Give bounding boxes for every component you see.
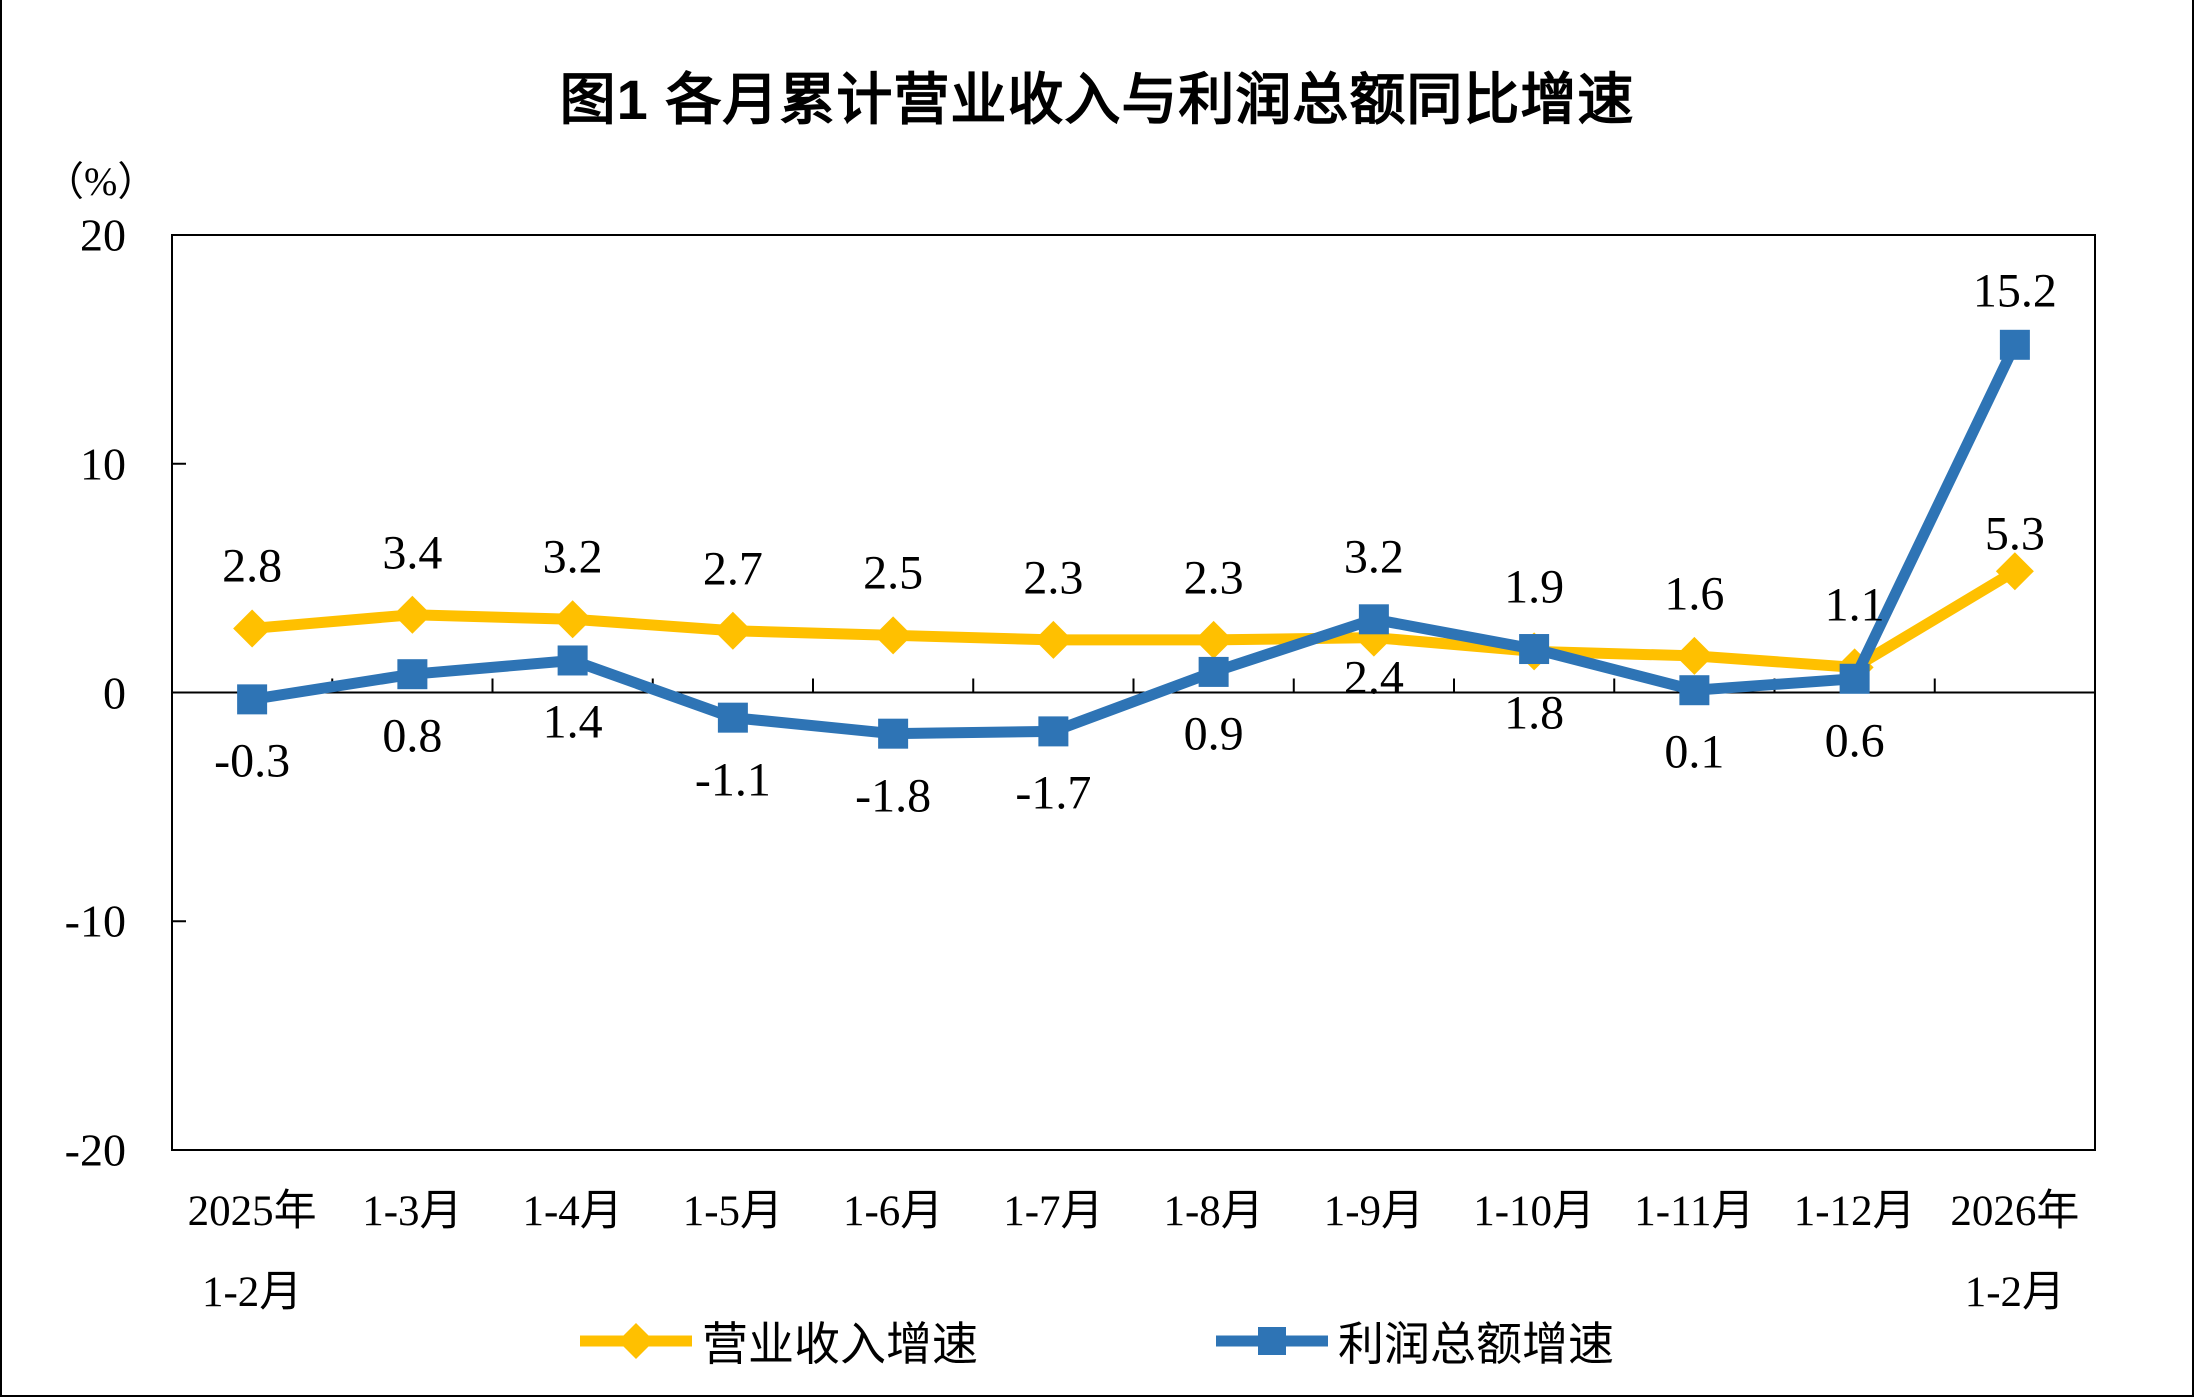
- revenue-marker: [1675, 636, 1714, 675]
- y-tick-label: 0: [103, 667, 126, 718]
- x-tick-label: 1-8月: [1163, 1188, 1264, 1235]
- x-tick-label: 1-7月: [1003, 1188, 1104, 1235]
- x-tick-label: 1-12月: [1793, 1188, 1916, 1235]
- profit-marker: [557, 645, 588, 676]
- profit-marker: [878, 718, 909, 749]
- revenue-marker: [1194, 620, 1233, 659]
- profit-data-label: -0.3: [214, 734, 291, 788]
- profit-marker: [1038, 716, 1069, 747]
- revenue-marker: [553, 600, 592, 639]
- x-tick-label: 1-9月: [1323, 1188, 1425, 1235]
- revenue-data-label: 2.3: [1023, 551, 1084, 605]
- profit-data-label: 15.2: [1972, 264, 2057, 318]
- profit-marker: [1679, 675, 1710, 706]
- revenue-data-label: 1.6: [1664, 567, 1725, 621]
- profit-marker: [1839, 663, 1870, 694]
- revenue-data-label: 2.5: [863, 546, 924, 600]
- x-tick-label: 1-4月: [522, 1188, 623, 1235]
- revenue-legend-swatch-icon: [580, 1323, 692, 1359]
- revenue-data-label: 2.7: [702, 542, 763, 596]
- y-tick-label: 20: [80, 209, 126, 261]
- x-tick-label: 1-5月: [682, 1188, 784, 1235]
- profit-marker: [397, 659, 428, 690]
- revenue-marker: [393, 595, 432, 634]
- revenue-marker: [1034, 620, 1073, 659]
- profit-data-label: -1.8: [855, 769, 932, 823]
- profit-marker: [1519, 634, 1550, 665]
- profit-marker: [237, 684, 268, 715]
- legend-item-revenue: 营业收入增速: [580, 1308, 978, 1374]
- chart-title: 图1 各月累计营业收入与利润总额同比增速: [559, 68, 1635, 131]
- profit-series-line: [251, 342, 2020, 740]
- x-tick-label: 1-3月: [362, 1188, 463, 1235]
- profit-data-label: 0.9: [1183, 707, 1244, 761]
- y-axis-unit-label: （%）: [44, 159, 158, 204]
- x-tick-label: 1-6月: [842, 1188, 944, 1235]
- profit-data-label: 1.4: [542, 695, 603, 749]
- profit-data-label: 0.8: [382, 709, 443, 763]
- revenue-data-label: 2.8: [222, 539, 283, 593]
- revenue-data-label: 1.8: [1504, 686, 1565, 740]
- x-tick-label: 1-2月: [201, 1269, 303, 1316]
- x-tick-label: 1-2月: [1964, 1269, 2066, 1316]
- profit-marker: [1358, 604, 1389, 635]
- profit-data-label: 1.9: [1504, 560, 1565, 614]
- profit-legend-swatch-icon: [1216, 1327, 1328, 1355]
- legend-label: 营业收入增速: [702, 1319, 978, 1370]
- profit-data-label: 0.1: [1664, 725, 1725, 779]
- revenue-data-label: 3.4: [382, 526, 443, 580]
- legend-label: 利润总额增速: [1338, 1319, 1614, 1370]
- revenue-data-label: 1.1: [1824, 578, 1885, 632]
- revenue-data-label: 5.3: [1984, 507, 2045, 561]
- profit-marker: [1198, 656, 1229, 687]
- revenue-marker: [233, 609, 272, 648]
- revenue-marker: [874, 616, 913, 655]
- legend: 营业收入增速 利润总额增速: [580, 1308, 1614, 1374]
- x-tick-label: 1-10月: [1473, 1188, 1596, 1235]
- revenue-data-label: 2.4: [1343, 651, 1404, 705]
- profit-data-label: 3.2: [1343, 530, 1404, 584]
- revenue-data-label: 2.3: [1183, 551, 1244, 605]
- x-tick-label: 1-11月: [1634, 1188, 1755, 1235]
- revenue-marker: [713, 611, 752, 650]
- y-tick-label: 10: [80, 438, 126, 490]
- profit-data-label: 0.6: [1824, 714, 1885, 768]
- revenue-data-label: 3.2: [542, 530, 603, 584]
- revenue-series-line: [251, 566, 2018, 673]
- profit-marker: [1999, 329, 2030, 360]
- legend-item-profit: 利润总额增速: [1216, 1308, 1614, 1374]
- profit-data-label: -1.7: [1015, 766, 1092, 820]
- y-tick-label: -20: [64, 1124, 126, 1176]
- x-tick-label: 2025年: [187, 1188, 317, 1235]
- y-tick-label: -10: [64, 895, 126, 947]
- profit-marker: [717, 702, 748, 733]
- revenue-marker: [1995, 552, 2034, 591]
- profit-data-label: -1.1: [694, 753, 771, 807]
- x-tick-label: 2026年: [1950, 1188, 2080, 1235]
